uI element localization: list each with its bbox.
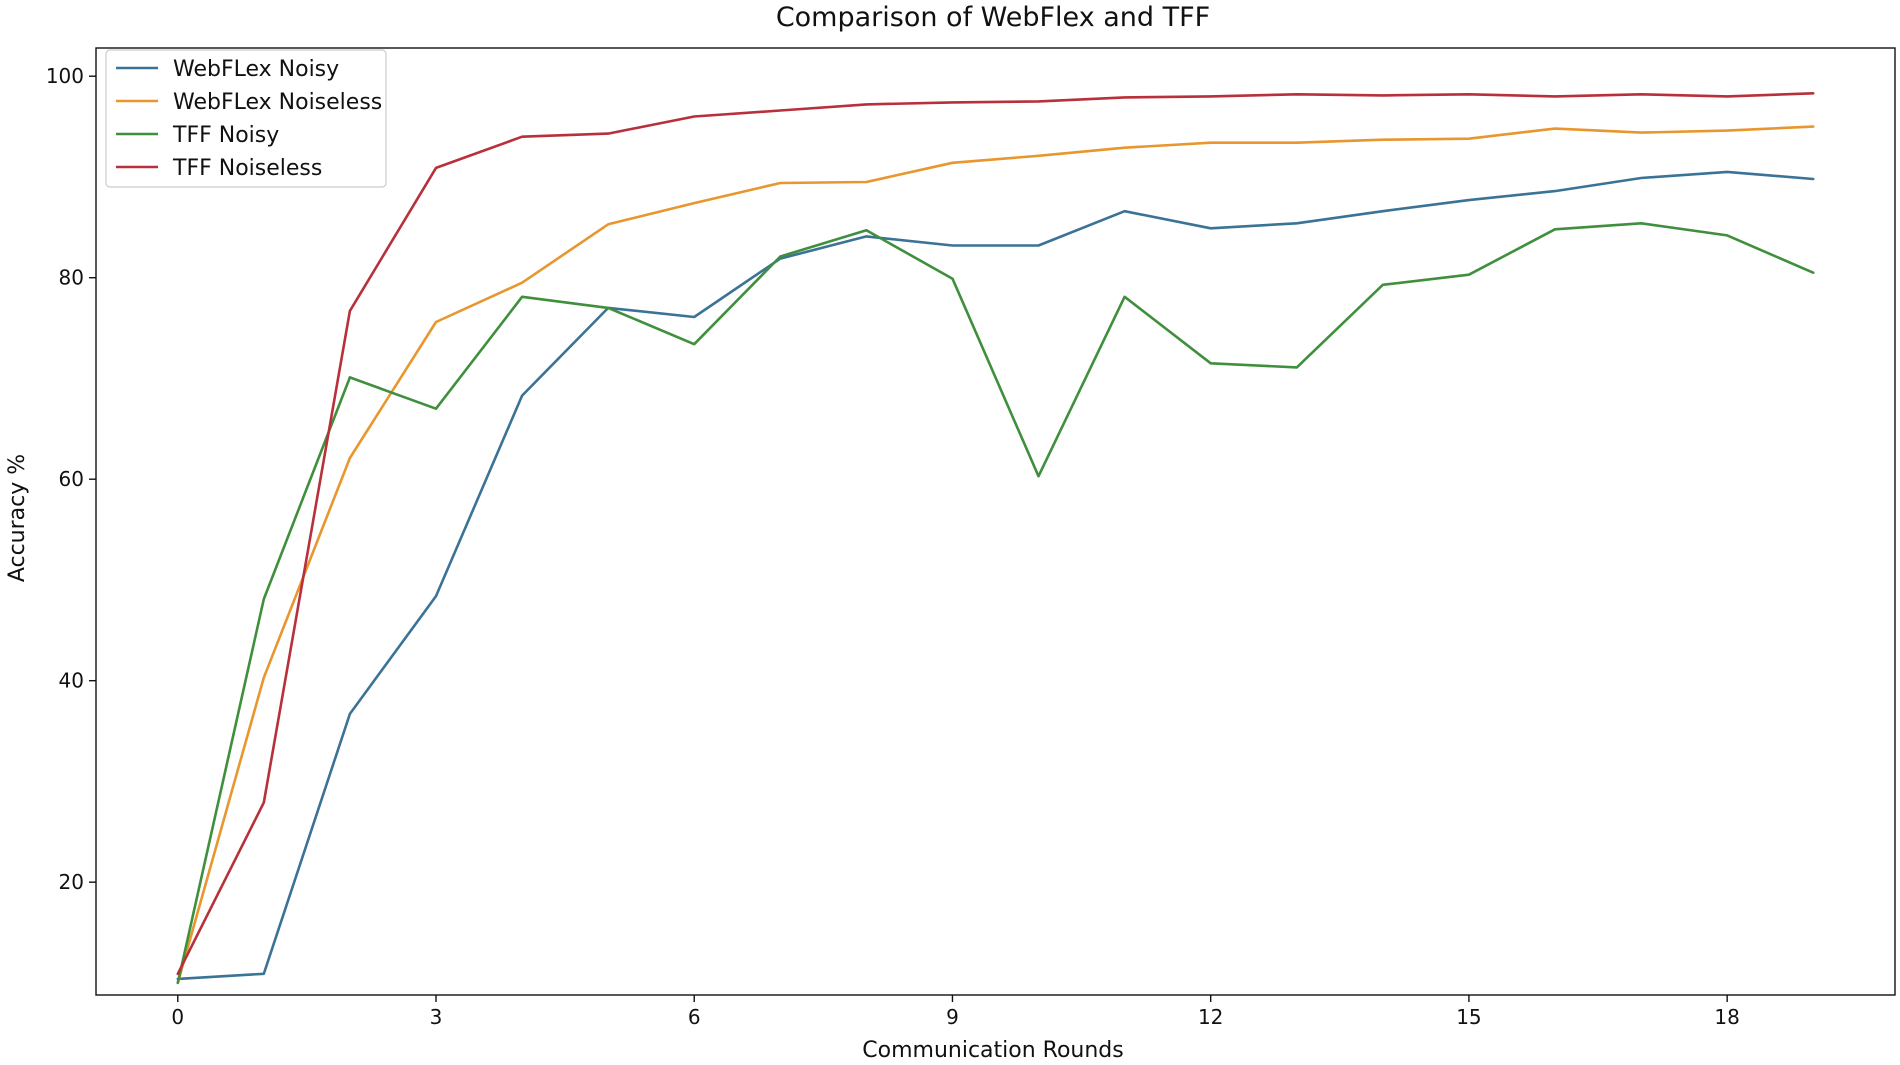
y-tick-label: 100 <box>46 64 84 88</box>
x-tick-label: 9 <box>946 1005 959 1029</box>
x-tick-label: 3 <box>430 1005 443 1029</box>
series-layer <box>176 92 1815 985</box>
series-line-webflex-noiseless <box>176 125 1815 985</box>
legend-label-tff-noisy: TFF Noisy <box>172 123 279 148</box>
y-tick-label: 20 <box>59 870 84 894</box>
x-tick-label: 0 <box>171 1005 184 1029</box>
series-line-tff-noiseless <box>176 92 1815 976</box>
x-tick-label: 15 <box>1456 1005 1481 1029</box>
series-line-tff-noisy <box>176 222 1815 985</box>
legend-label-tff-noiseless: TFF Noiseless <box>172 156 322 181</box>
y-tick-label: 80 <box>59 266 84 290</box>
y-tick-label: 40 <box>59 669 84 693</box>
legend-label-webflex-noisy: WebFLex Noisy <box>173 57 339 82</box>
x-tick-label: 12 <box>1198 1005 1223 1029</box>
plot-frame <box>95 47 1896 996</box>
legend-label-webflex-noiseless: WebFLex Noiseless <box>173 90 382 115</box>
y-tick-label: 60 <box>59 467 84 491</box>
legend: WebFLex Noisy WebFLex Noiseless TFF Noisy T… <box>105 49 387 188</box>
legend-box <box>105 49 387 188</box>
x-axis-label: Communication Rounds <box>862 1038 1123 1061</box>
series-line-webflex-noisy <box>176 170 1815 981</box>
x-tick-label: 18 <box>1714 1005 1739 1029</box>
ticks-layer: 0 3 6 9 12 15 18 20 40 60 80 100 <box>46 64 1740 1029</box>
x-tick-label: 6 <box>688 1005 701 1029</box>
chart-title: Comparison of WebFlex and TFF <box>776 2 1210 33</box>
y-axis-label: Accuracy % <box>5 454 30 582</box>
